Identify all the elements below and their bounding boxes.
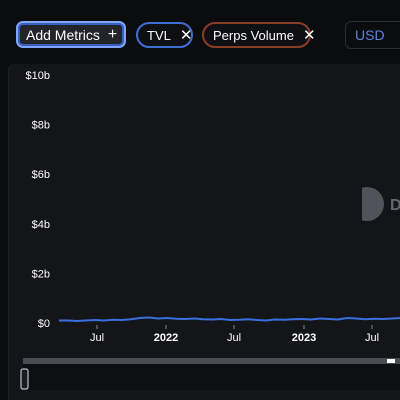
metric-chip-label: TVL: [147, 27, 171, 43]
close-icon[interactable]: ✕: [302, 27, 316, 44]
y-tick-label: $2b: [32, 268, 50, 280]
watermark-cut: [350, 187, 362, 221]
metric-chip-perps-volume: Perps Volume ✕: [202, 22, 316, 48]
currency-toggle[interactable]: USD: [345, 21, 400, 49]
x-tick-label: 2023: [292, 332, 316, 344]
range-window[interactable]: [23, 364, 400, 390]
y-tick-label: $10b: [26, 70, 50, 82]
chart-panel: $10b $8b $6b $4b $2b $0 D Jul 2022 Jul 2023 Jul: [8, 64, 400, 400]
watermark-logo: [350, 187, 384, 221]
x-tick-label: Jul: [90, 332, 104, 344]
y-tick-label: $6b: [32, 169, 50, 181]
series-line: [59, 316, 400, 323]
range-track[interactable]: [23, 358, 400, 364]
range-handle-left[interactable]: [20, 368, 29, 390]
y-tick-label: $4b: [32, 219, 50, 231]
close-icon[interactable]: ✕: [179, 27, 193, 44]
y-tick-label: $0: [38, 318, 50, 330]
currency-label: USD: [355, 27, 385, 43]
chart: $10b $8b $6b $4b $2b $0 D Jul 2022 Jul 2023 Jul: [20, 70, 400, 390]
metric-chip-label: Perps Volume: [213, 27, 294, 43]
toolbar: Add Metrics + TVL ✕ Perps Volume ✕ USD: [0, 0, 400, 64]
metric-chip-tvl: TVL ✕: [136, 22, 193, 48]
watermark-text: D: [390, 197, 400, 214]
add-metrics-button[interactable]: Add Metrics +: [16, 21, 126, 48]
y-tick-label: $8b: [32, 120, 50, 132]
x-tick-label: 2022: [154, 332, 178, 344]
range-handle-right[interactable]: [387, 359, 395, 363]
plus-icon: +: [107, 25, 118, 43]
x-tick-label: Jul: [365, 332, 379, 344]
x-tick-label: Jul: [227, 332, 241, 344]
watermark-circle: [350, 187, 384, 221]
add-metrics-label: Add Metrics: [26, 26, 100, 43]
